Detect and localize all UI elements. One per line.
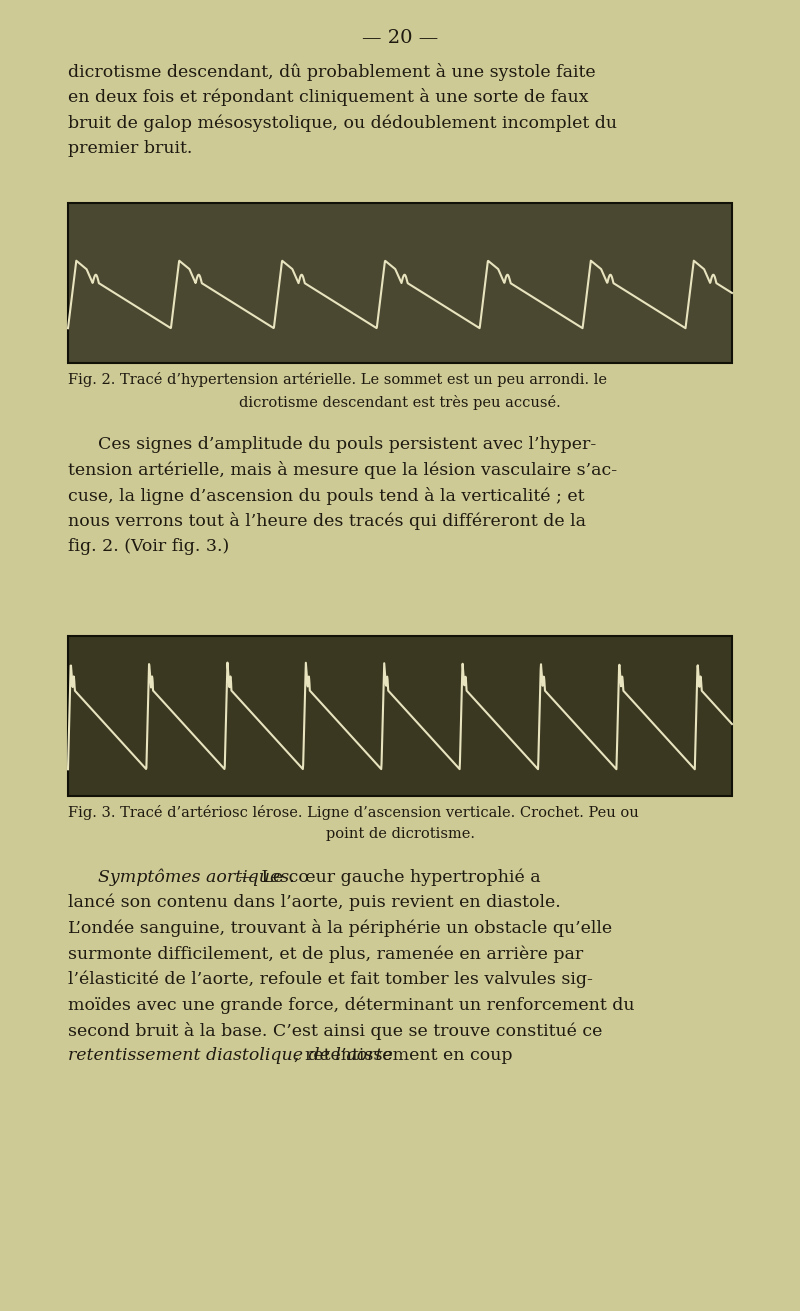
Text: point de dicrotisme.: point de dicrotisme. (326, 827, 474, 842)
Text: cuse, la ligne d’ascension du pouls tend à la verticalité ; et: cuse, la ligne d’ascension du pouls tend… (68, 486, 585, 505)
Text: l’élasticité de l’aorte, refoule et fait tomber les valvules sig-: l’élasticité de l’aorte, refoule et fait… (68, 970, 593, 988)
Text: L’ondée sanguine, trouvant à la périphérie un obstacle qu’elle: L’ondée sanguine, trouvant à la périphér… (68, 919, 612, 937)
Text: Ces signes d’amplitude du pouls persistent avec l’hyper-: Ces signes d’amplitude du pouls persiste… (98, 435, 597, 452)
Text: dicrotisme descendant est très peu accusé.: dicrotisme descendant est très peu accus… (239, 395, 561, 410)
Text: en deux fois et répondant cliniquement à une sorte de faux: en deux fois et répondant cliniquement à… (68, 89, 589, 106)
Text: lancé son contenu dans l’aorte, puis revient en diastole.: lancé son contenu dans l’aorte, puis rev… (68, 894, 561, 911)
Text: dicrotisme descendant, dû probablement à une systole faite: dicrotisme descendant, dû probablement à… (68, 63, 596, 81)
Text: Fig. 2. Tracé d’hypertension artérielle. Le sommet est un peu arrondi. le: Fig. 2. Tracé d’hypertension artérielle.… (68, 372, 607, 387)
Text: retentissement diastolique de l’aorte: retentissement diastolique de l’aorte (68, 1047, 393, 1065)
Text: premier bruit.: premier bruit. (68, 139, 192, 156)
Text: Symptômes aortiques.: Symptômes aortiques. (98, 868, 295, 886)
Text: surmonte difficilement, et de plus, ramenée en arrière par: surmonte difficilement, et de plus, rame… (68, 945, 583, 962)
Text: nous verrons tout à l’heure des tracés qui différeront de la: nous verrons tout à l’heure des tracés q… (68, 513, 586, 531)
Text: , retentissement en coup: , retentissement en coup (294, 1047, 513, 1065)
Text: moïdes avec une grande force, déterminant un renforcement du: moïdes avec une grande force, déterminan… (68, 996, 634, 1013)
Text: tension artérielle, mais à mesure que la lésion vasculaire s’ac-: tension artérielle, mais à mesure que la… (68, 461, 617, 480)
Bar (68, 636, 732, 796)
Text: bruit de galop mésosystolique, ou dédoublement incomplet du: bruit de galop mésosystolique, ou dédoub… (68, 114, 617, 131)
Text: fig. 2. (Voir fig. 3.): fig. 2. (Voir fig. 3.) (68, 538, 230, 555)
Text: — 20 —: — 20 — (362, 29, 438, 47)
Text: second bruit à la base. C’est ainsi que se trouve constitué ce: second bruit à la base. C’est ainsi que … (68, 1021, 602, 1040)
Bar (68, 203, 732, 363)
Text: — Le cœur gauche hypertrophié a: — Le cœur gauche hypertrophié a (233, 868, 541, 886)
Text: Fig. 3. Tracé d’artériosc lérose. Ligne d’ascension verticale. Crochet. Peu ou: Fig. 3. Tracé d’artériosc lérose. Ligne … (68, 805, 638, 819)
